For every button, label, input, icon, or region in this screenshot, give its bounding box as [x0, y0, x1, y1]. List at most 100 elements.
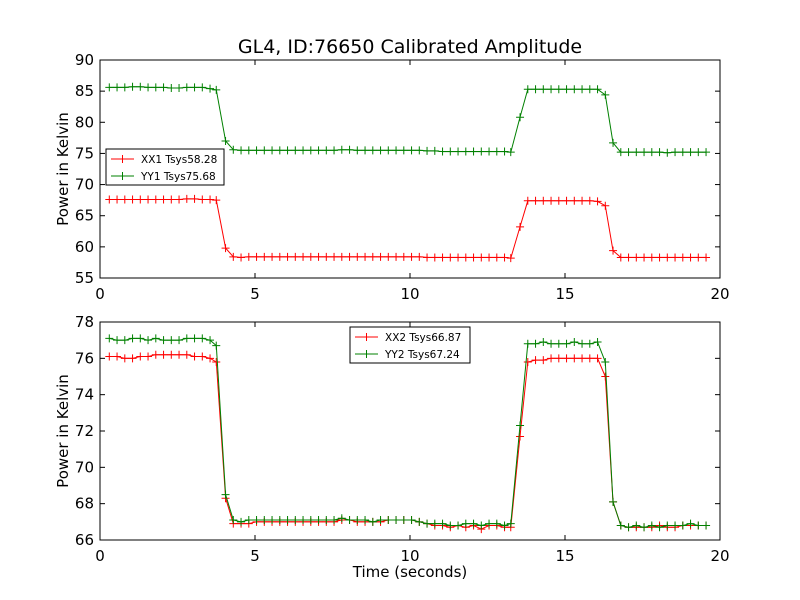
data-point [624, 523, 633, 532]
data-point [632, 253, 641, 262]
data-point [570, 354, 579, 363]
data-point [113, 352, 122, 361]
data-point [430, 519, 439, 528]
data-point [136, 352, 145, 361]
data-point [198, 352, 207, 361]
data-point [407, 146, 416, 155]
data-point [407, 516, 416, 525]
x-tick-label: 15 [555, 547, 574, 565]
data-point [702, 148, 711, 157]
data-point [423, 146, 432, 155]
data-point [306, 252, 315, 261]
data-point [252, 146, 261, 155]
data-point [585, 354, 594, 363]
data-point [492, 519, 501, 528]
data-point [523, 339, 532, 348]
data-point [485, 253, 494, 262]
chart-title: GL4, ID:76650 Calibrated Amplitude [238, 36, 582, 58]
y-axis-label: Power in Kelvin [54, 374, 72, 488]
data-point [392, 516, 401, 525]
data-point [694, 521, 703, 530]
data-point [113, 83, 122, 92]
data-point [523, 196, 532, 205]
data-point [175, 195, 184, 204]
data-point [678, 521, 687, 530]
data-point [182, 83, 191, 92]
x-tick-label: 10 [400, 285, 419, 303]
data-point [616, 253, 625, 262]
data-point [167, 84, 176, 93]
data-point [268, 516, 277, 525]
data-point [237, 146, 246, 155]
data-point [353, 516, 362, 525]
data-point [539, 337, 548, 346]
data-point [423, 519, 432, 528]
data-point [663, 148, 672, 157]
data-point [299, 516, 308, 525]
data-point [562, 339, 571, 348]
data-point [506, 148, 515, 157]
data-point [609, 497, 618, 506]
legend-box [349, 326, 471, 364]
data-point [306, 516, 315, 525]
data-point [454, 521, 463, 530]
data-point [562, 85, 571, 94]
x-tick-label: 15 [555, 285, 574, 303]
data-point [446, 147, 455, 156]
data-point [105, 334, 114, 343]
data-point [167, 350, 176, 359]
data-point [198, 83, 207, 92]
data-point [206, 354, 215, 363]
series-2 [105, 334, 711, 532]
data-point [175, 336, 184, 345]
data-point [554, 354, 563, 363]
data-point [392, 146, 401, 155]
x-tick-label: 10 [400, 547, 419, 565]
data-point [159, 336, 168, 345]
data-point [283, 146, 292, 155]
data-point [655, 523, 664, 532]
data-point [423, 253, 432, 262]
data-point [446, 253, 455, 262]
data-point [275, 516, 284, 525]
y-axis-label: Power in Kelvin [54, 112, 72, 226]
data-point [616, 521, 625, 530]
data-point [578, 196, 587, 205]
data-point [384, 146, 393, 155]
data-point [506, 254, 515, 263]
data-point [151, 195, 160, 204]
data-point [151, 83, 160, 92]
data-point [182, 194, 191, 203]
data-point [438, 147, 447, 156]
data-point [330, 252, 339, 261]
data-point [190, 334, 199, 343]
x-tick-label: 5 [250, 547, 260, 565]
data-point [547, 85, 556, 94]
data-point [523, 85, 532, 94]
data-point [159, 83, 168, 92]
data-point [539, 85, 548, 94]
data-point [306, 146, 315, 155]
data-point [593, 85, 602, 94]
data-point [113, 336, 122, 345]
data-point [212, 357, 221, 366]
data-point [175, 350, 184, 359]
data-point [314, 252, 323, 261]
data-point [492, 147, 501, 156]
data-point [671, 521, 680, 530]
data-point [702, 521, 711, 530]
data-point [647, 148, 656, 157]
data-point [275, 146, 284, 155]
data-point [663, 521, 672, 530]
data-point [655, 253, 664, 262]
data-point [531, 356, 540, 365]
data-point [469, 147, 478, 156]
data-point [268, 146, 277, 155]
data-point [368, 517, 377, 526]
data-point [260, 146, 269, 155]
data-point [345, 252, 354, 261]
data-point [485, 147, 494, 156]
data-point [291, 252, 300, 261]
